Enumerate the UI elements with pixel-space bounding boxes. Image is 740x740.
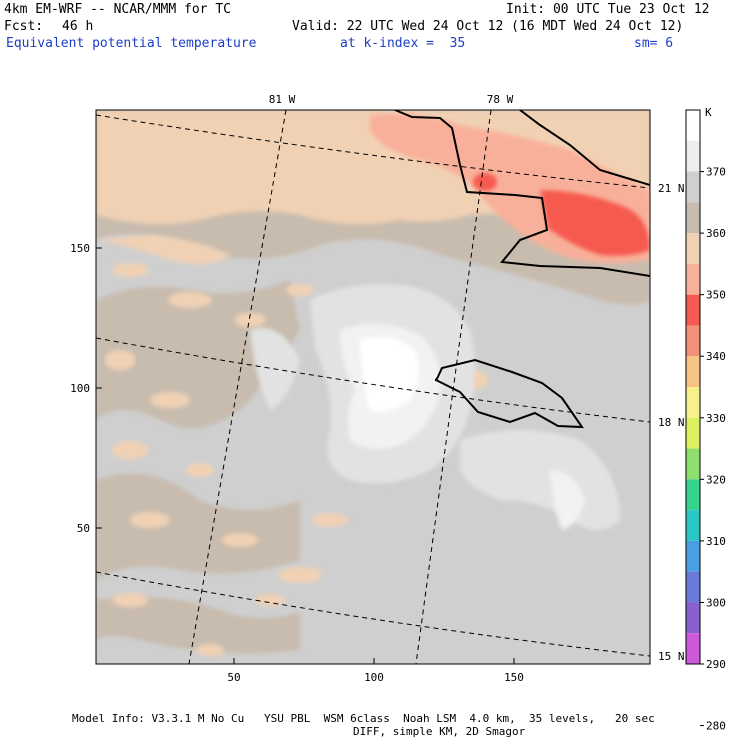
colorbar-label: 330 — [706, 412, 726, 425]
colorbar-swatch — [686, 356, 700, 387]
colorbar-label: 310 — [706, 535, 726, 548]
colorbar-swatch — [686, 417, 700, 449]
colorbar-swatch — [686, 633, 700, 664]
colorbar-swatch — [686, 602, 700, 634]
x-tick-label: 150 — [504, 671, 524, 684]
smoothing-value: sm= 6 — [634, 36, 674, 51]
colorbar-label: 290 — [706, 658, 726, 671]
colorbar: K 370 360 350 340 330 320 310 300 290 280 — [685, 106, 726, 733]
colorbar-swatch — [686, 510, 700, 541]
colorbar-swatch — [686, 140, 700, 172]
axis-ticks: 50 100 150 50 100 150 81 W 78 W 21 N 18 N 15 N — [70, 93, 684, 684]
colorbar-swatch — [686, 202, 700, 234]
longitude-label: 78 W — [487, 93, 514, 106]
colorbar-swatch — [686, 171, 700, 203]
graticule — [96, 110, 650, 664]
colorbar-label: 350 — [706, 289, 726, 302]
longitude-label: 81 W — [269, 93, 296, 106]
latitude-label: 21 N — [658, 182, 685, 195]
latitude-label: 18 N — [658, 416, 685, 429]
colorbar-swatch — [686, 294, 700, 326]
theta-e-field — [96, 110, 650, 664]
x-tick-label: 100 — [364, 671, 384, 684]
colorbar-label: 280 — [706, 720, 726, 733]
colorbar-label: 320 — [706, 473, 726, 486]
colorbar-swatch — [686, 540, 700, 572]
colorbar-swatch — [686, 110, 700, 141]
level-index: at k-index = 35 — [340, 36, 466, 51]
colorbar-label: 300 — [706, 596, 726, 609]
y-tick-label: 100 — [70, 382, 90, 395]
latitude-label: 15 N — [658, 650, 685, 663]
coastlines — [394, 110, 650, 429]
colorbar-swatch — [686, 448, 700, 480]
colorbar-swatch — [686, 263, 700, 295]
model-title: 4km EM-WRF -- NCAR/MMM for TC — [4, 2, 231, 17]
y-tick-label: 150 — [70, 242, 90, 255]
valid-time: Valid: 22 UTC Wed 24 Oct 12 (16 MDT Wed … — [292, 19, 684, 34]
colorbar-swatch — [686, 479, 700, 511]
diffusion-info: DIFF, simple KM, 2D Smagor — [353, 725, 526, 738]
colorbar-label: 370 — [706, 166, 726, 179]
forecast-label: Fcst: — [4, 19, 44, 34]
colorbar-label: 340 — [706, 350, 726, 363]
colorbar-label: 360 — [706, 227, 726, 240]
x-tick-label: 50 — [227, 671, 240, 684]
forecast-hour: 46 h — [62, 19, 94, 34]
colorbar-swatch — [686, 387, 700, 418]
colorbar-swatch — [686, 325, 700, 357]
map-frame — [95, 109, 651, 665]
colorbar-unit: K — [705, 106, 712, 119]
init-time: Init: 00 UTC Tue 23 Oct 12 — [506, 2, 710, 17]
y-tick-label: 50 — [77, 522, 90, 535]
model-info: Model Info: V3.3.1 M No Cu YSU PBL WSM 6… — [72, 712, 655, 725]
field-name: Equivalent potential temperature — [6, 36, 257, 51]
colorbar-swatch — [686, 571, 700, 603]
colorbar-swatch — [686, 233, 700, 264]
